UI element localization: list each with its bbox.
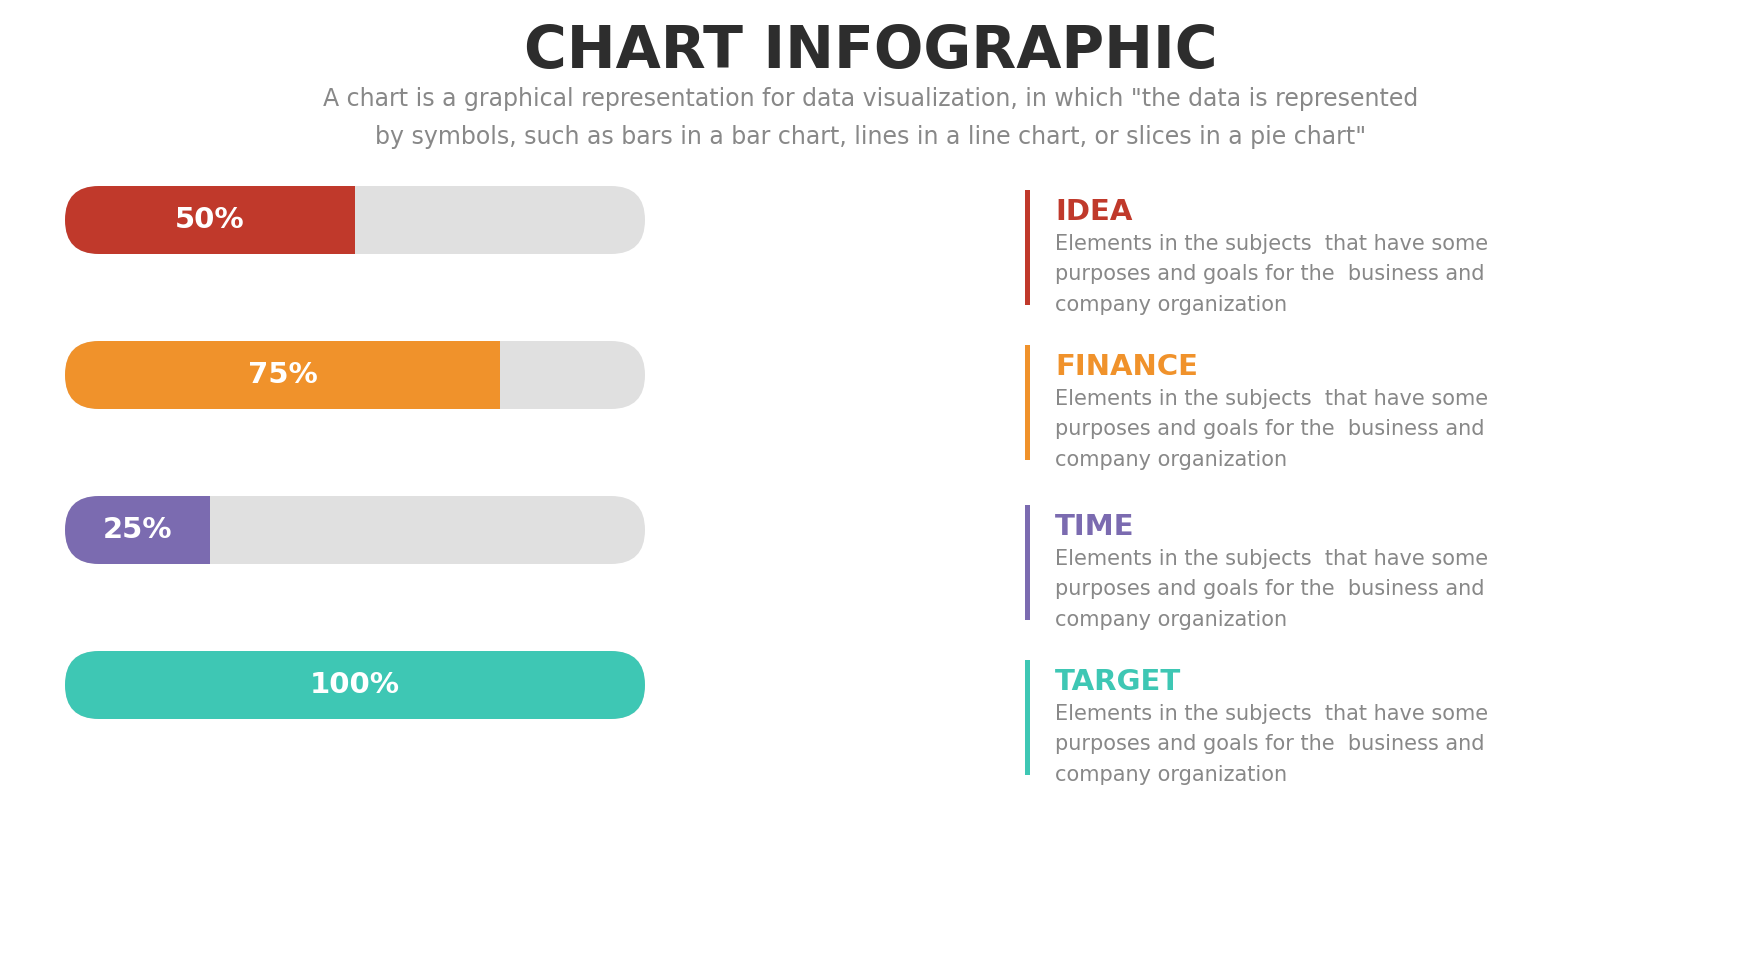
Text: Elements in the subjects  that have some
purposes and goals for the  business an: Elements in the subjects that have some … [1056,234,1488,315]
Text: 50%: 50% [176,206,246,234]
FancyBboxPatch shape [64,186,645,254]
Text: A chart is a graphical representation for data visualization, in which "the data: A chart is a graphical representation fo… [324,87,1418,149]
FancyBboxPatch shape [64,651,645,719]
Text: 25%: 25% [103,516,172,544]
Text: 75%: 75% [247,361,317,389]
Text: 100%: 100% [310,671,401,699]
Text: Elements in the subjects  that have some
purposes and goals for the  business an: Elements in the subjects that have some … [1056,389,1488,469]
FancyBboxPatch shape [64,186,645,254]
Text: Elements in the subjects  that have some
purposes and goals for the  business an: Elements in the subjects that have some … [1056,549,1488,630]
Bar [1024,505,1030,620]
FancyBboxPatch shape [64,651,645,719]
Text: Elements in the subjects  that have some
purposes and goals for the  business an: Elements in the subjects that have some … [1056,704,1488,785]
Bar [1024,345,1030,460]
FancyBboxPatch shape [64,496,645,564]
Text: CHART INFOGRAPHIC: CHART INFOGRAPHIC [524,24,1218,80]
Bar [1024,660,1030,775]
Text: FINANCE: FINANCE [1056,353,1198,381]
Text: TIME: TIME [1056,513,1134,541]
FancyBboxPatch shape [64,341,645,409]
FancyBboxPatch shape [64,496,645,564]
FancyBboxPatch shape [64,341,645,409]
Text: TARGET: TARGET [1056,668,1181,696]
Bar [1024,190,1030,305]
Text: IDEA: IDEA [1056,198,1132,226]
